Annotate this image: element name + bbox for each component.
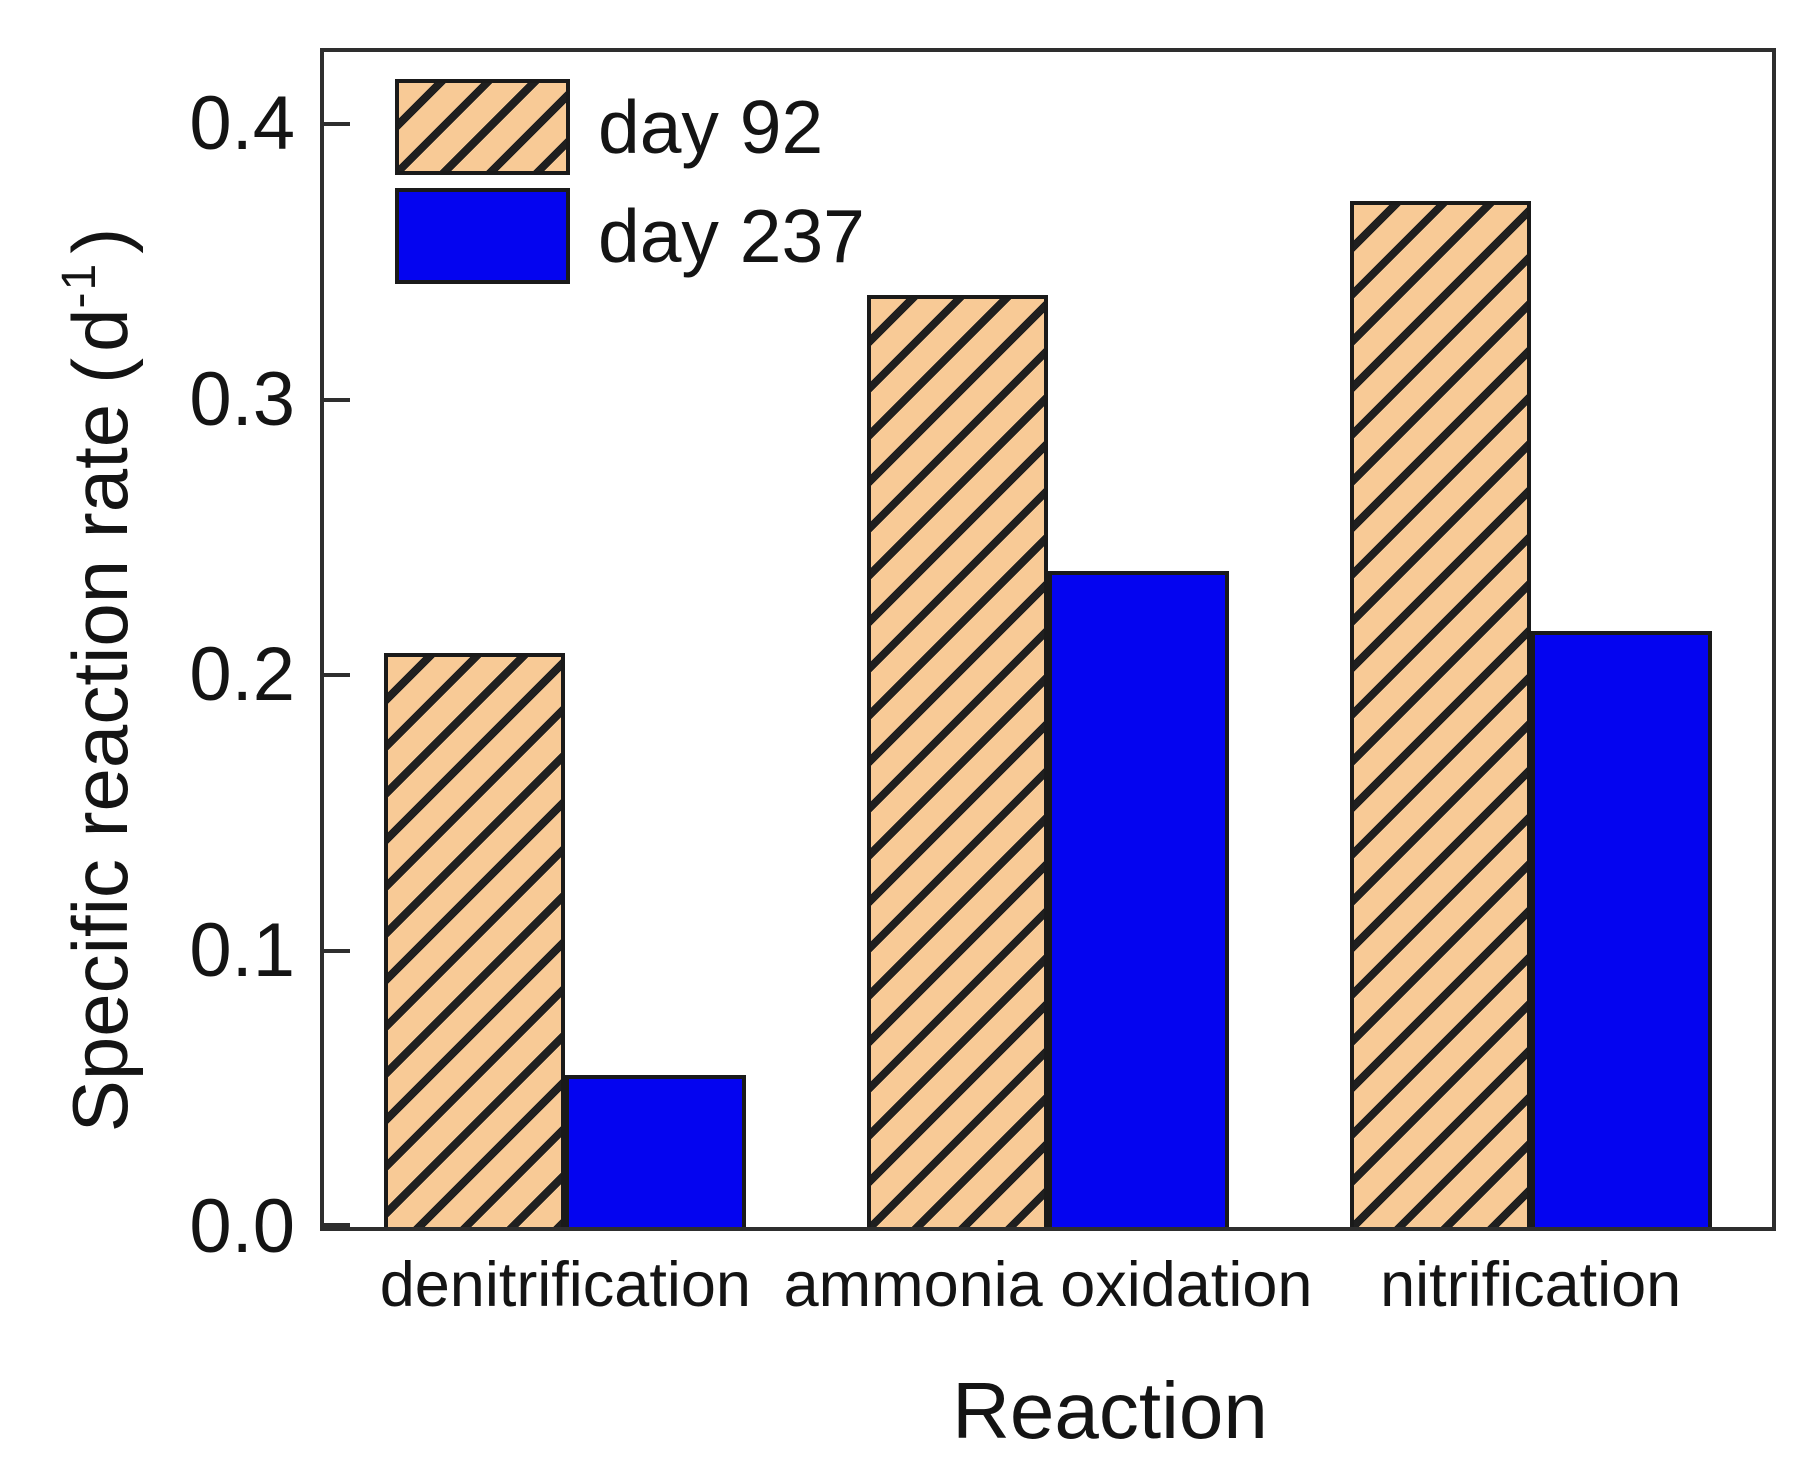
y-axis-unit-close-paren: ) bbox=[56, 227, 144, 254]
y-tick-label-0.0: 0.0 bbox=[189, 1184, 295, 1269]
y-tick-label-0.3: 0.3 bbox=[189, 356, 295, 442]
bar-day-92-ammonia-oxidation bbox=[867, 294, 1048, 1227]
bar-day-237-ammonia-oxidation bbox=[1048, 570, 1229, 1227]
y-axis-unit-letter: d bbox=[56, 308, 144, 352]
x-tick-label-nitrification: nitrification bbox=[1380, 1250, 1682, 1320]
y-tick-0.4 bbox=[324, 121, 350, 126]
y-tick-label-0.2: 0.2 bbox=[189, 632, 295, 718]
legend: day 92 day 237 bbox=[395, 79, 865, 284]
y-tick-label-0.1: 0.1 bbox=[189, 908, 295, 994]
y-tick-0.1 bbox=[324, 949, 350, 954]
bar-day-92-nitrification bbox=[1349, 200, 1531, 1227]
x-axis-title: Reaction bbox=[952, 1366, 1268, 1455]
plot-area: day 92 day 237 bbox=[320, 48, 1776, 1231]
x-tick-label-denitrification: denitrification bbox=[379, 1250, 751, 1320]
bar-day-237-denitrification bbox=[565, 1075, 747, 1227]
y-tick-label-0.4: 0.4 bbox=[189, 80, 295, 166]
bar-day-92-denitrification bbox=[384, 653, 566, 1227]
legend-row-day-237: day 237 bbox=[395, 188, 865, 284]
y-axis-unit-exponent: -1 bbox=[53, 261, 106, 309]
legend-swatch-day-92 bbox=[395, 79, 570, 175]
bar-day-237-nitrification bbox=[1530, 631, 1712, 1227]
legend-label-day-237: day 237 bbox=[598, 194, 865, 278]
y-tick-0.2 bbox=[324, 673, 350, 678]
y-axis-title-text: Specific reaction rate bbox=[56, 403, 144, 1133]
legend-label-day-92: day 92 bbox=[598, 85, 824, 169]
y-tick-0.0 bbox=[324, 1223, 350, 1227]
y-tick-0.3 bbox=[324, 397, 350, 402]
legend-swatch-day-237 bbox=[395, 188, 570, 284]
x-tick-label-ammonia-oxidation: ammonia oxidation bbox=[783, 1250, 1313, 1320]
legend-row-day-92: day 92 bbox=[395, 79, 865, 175]
